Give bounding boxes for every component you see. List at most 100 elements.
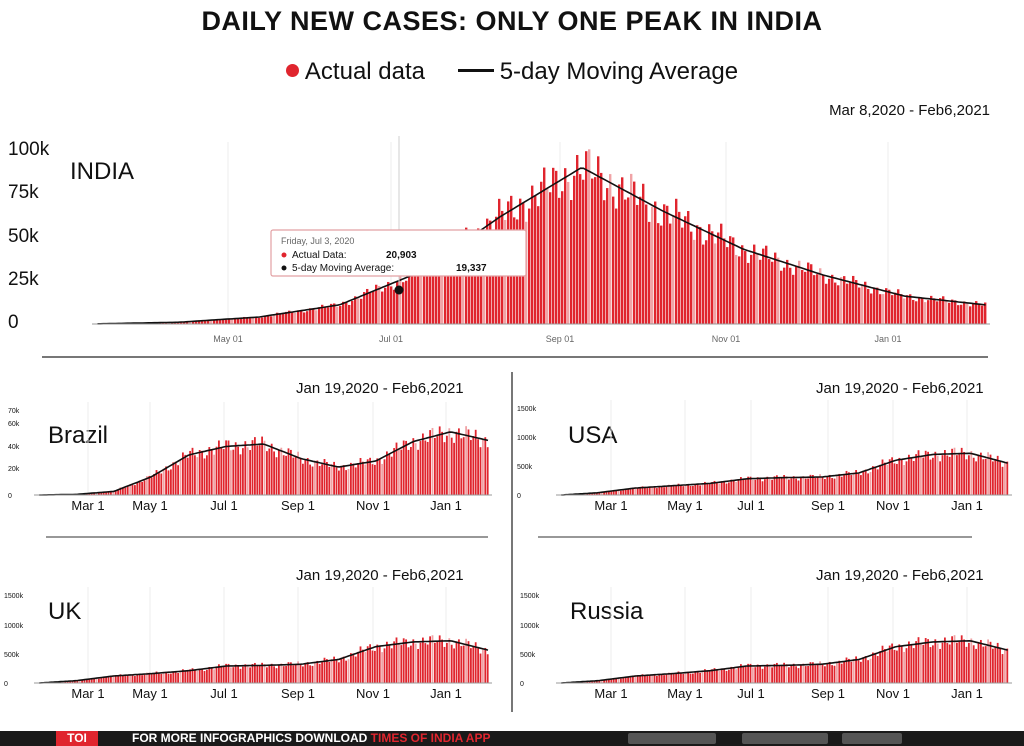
brazil-bar — [134, 485, 136, 495]
brazil-bar — [467, 429, 470, 495]
usa-bar — [658, 486, 661, 495]
russia-bar — [759, 666, 761, 683]
india-x-tick-label: Jan 01 — [874, 334, 901, 344]
russia-bar — [682, 673, 685, 683]
russia-x-tick-label: Mar 1 — [594, 686, 627, 701]
usa-x-tick-label: Sep 1 — [811, 498, 845, 513]
brazil-bar — [182, 452, 184, 495]
brazil-bar — [304, 459, 307, 495]
india-bar — [975, 301, 978, 324]
india-bar — [573, 175, 576, 324]
windows-store-badge-icon[interactable] — [842, 733, 902, 744]
brazil-bar — [117, 489, 119, 495]
india-bar — [276, 312, 279, 324]
russia-bar — [605, 679, 608, 683]
toi-logo: TOI — [56, 731, 98, 746]
russia-bar — [756, 664, 759, 683]
russia-bar — [992, 648, 994, 683]
russia-bar — [725, 670, 728, 683]
russia-bar — [603, 679, 605, 683]
india-bar — [576, 155, 579, 324]
india-bar — [327, 307, 330, 324]
uk-bar — [304, 663, 307, 683]
uk-bar — [407, 647, 410, 683]
russia-bar — [788, 667, 790, 683]
usa-bar — [692, 485, 694, 495]
usa-label: USA — [568, 422, 618, 449]
brazil-bar — [218, 440, 220, 495]
russia-bar — [910, 644, 913, 683]
usa-x-tick-label: Mar 1 — [594, 498, 627, 513]
russia-bar — [696, 671, 699, 683]
actual-data-swatch — [285, 64, 299, 78]
brazil-bar — [256, 445, 259, 495]
russia-date-range: Jan 19,2020 - Feb6,2021 — [816, 567, 984, 584]
uk-bar — [335, 660, 338, 683]
usa-bar — [677, 483, 680, 495]
brazil-bar — [306, 458, 309, 495]
india-bar — [639, 196, 642, 324]
india-y-tick-label: 25k — [8, 269, 39, 290]
russia-bar — [821, 663, 824, 683]
uk-bar — [117, 675, 119, 683]
uk-bar — [119, 674, 122, 683]
india-bar — [255, 316, 258, 324]
india-bar — [894, 292, 897, 324]
uk-bar — [297, 661, 299, 683]
russia-bar — [872, 652, 874, 683]
uk-bar — [292, 665, 295, 683]
india-bar — [339, 306, 342, 324]
usa-bar — [874, 466, 877, 495]
russia-bar — [723, 668, 725, 683]
uk-bar — [124, 676, 127, 683]
russia-bar — [987, 639, 989, 683]
russia-bar — [963, 639, 965, 683]
russia-bar — [924, 638, 927, 683]
india-bar — [687, 211, 690, 324]
india-bar — [411, 269, 414, 324]
india-bar — [741, 245, 744, 324]
brazil-bar — [196, 457, 199, 495]
usa-bar — [788, 479, 790, 495]
india-bar — [948, 302, 951, 324]
google-play-badge-icon[interactable] — [742, 733, 828, 744]
uk-bar — [472, 645, 475, 683]
usa-bar — [706, 482, 709, 495]
brazil-bar — [419, 441, 422, 495]
india-tooltip — [270, 229, 527, 277]
usa-bar — [651, 486, 653, 495]
app-store-badge-icon[interactable] — [628, 733, 716, 744]
russia-bar — [612, 678, 615, 683]
brazil-bar — [110, 491, 112, 495]
russia-bar — [857, 660, 860, 683]
usa-bar — [624, 488, 627, 495]
russia-bar — [977, 641, 980, 683]
uk-bar — [350, 653, 352, 683]
russia-x-tick-label: May 1 — [667, 686, 702, 701]
brazil-bar — [422, 433, 424, 495]
india-bar — [969, 306, 972, 324]
usa-bar — [840, 476, 843, 495]
uk-bar — [366, 646, 369, 683]
russia-bar — [908, 641, 910, 683]
india-bar — [171, 322, 174, 324]
uk-y-tick-label: 0 — [4, 681, 8, 688]
russia-bar — [944, 637, 946, 683]
india-bar — [189, 321, 192, 324]
uk-bar — [222, 667, 225, 683]
usa-bar — [824, 479, 826, 495]
russia-bar — [1006, 648, 1009, 683]
uk-bar — [81, 680, 83, 683]
india-bar — [309, 308, 312, 324]
usa-bar — [963, 451, 965, 495]
india-bar — [258, 317, 261, 324]
uk-bar — [114, 676, 117, 683]
india-bar — [786, 259, 789, 324]
usa-bar — [927, 451, 929, 495]
brazil-bar — [158, 472, 160, 495]
usa-bar — [936, 456, 939, 495]
india-bar — [174, 322, 177, 324]
uk-bar — [230, 667, 232, 683]
usa-bar — [644, 486, 646, 495]
brazil-bar — [203, 458, 206, 495]
